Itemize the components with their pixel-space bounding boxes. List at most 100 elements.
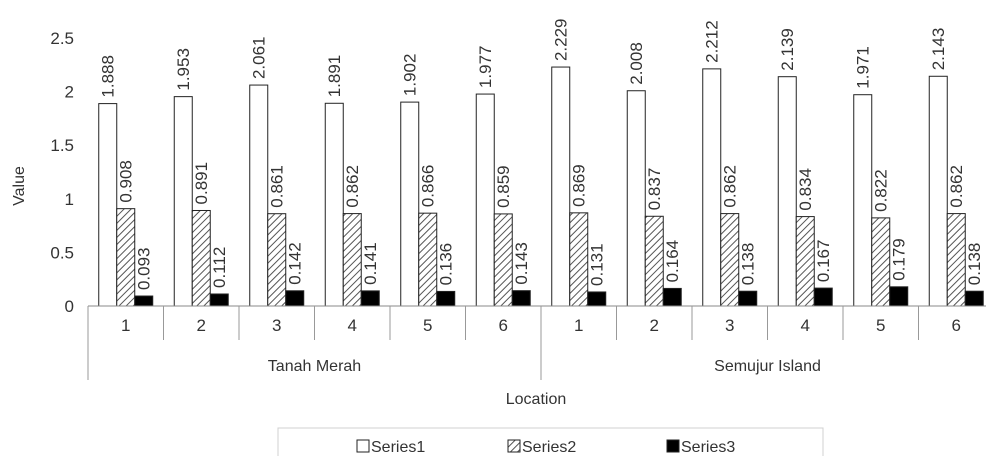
bar-series2 [871,217,891,307]
bar-series3 [587,291,607,307]
bar-series3 [738,290,758,307]
bar-series1 [777,76,797,307]
data-label: 0.164 [663,240,682,283]
y-tick-label: 1 [65,190,74,209]
data-label: 1.977 [476,46,495,89]
bar-series3 [662,287,682,307]
data-label: 0.138 [965,243,984,286]
data-label: 0.179 [890,238,909,281]
data-label: 2.061 [250,37,269,80]
bar-series1 [98,103,118,307]
data-label: 0.866 [419,165,438,208]
x-category-label: 1 [121,316,130,335]
legend-label: Series1 [371,439,425,456]
x-category-label: 1 [574,316,583,335]
bar-series3 [360,290,380,307]
data-label: 0.142 [286,242,305,285]
bar-series3 [813,287,833,307]
data-label: 2.143 [929,28,948,71]
bar-series2 [418,212,438,307]
x-category-label: 4 [801,316,810,335]
y-tick-label: 2 [65,83,74,102]
bars-layer: 1.888 0.908 0.093 1.953 0.891 0.112 2.061 0.861… [98,19,984,307]
data-label: 0.112 [210,247,229,288]
bar-series1 [551,66,571,307]
y-tick-label: 0.5 [50,243,74,262]
data-label: 0.869 [570,164,589,207]
x-category-label: 2 [650,316,659,335]
x-axis: 1 2 3 4 5 6 1 2 3 4 5 6 Tanah Merah Semujur Island [87,305,986,380]
legend: Series1 Series2 Series3 [277,427,824,456]
x-category-label: 5 [423,316,432,335]
legend-label: Series2 [522,439,576,456]
data-label: 0.862 [343,165,362,208]
data-label: 0.891 [192,162,211,205]
data-label: 0.167 [814,240,833,283]
bar-series1 [400,101,420,307]
x-category-label: 5 [876,316,885,335]
bar-series2 [795,216,815,307]
data-label: 1.953 [174,48,193,91]
data-label: 2.008 [627,42,646,85]
y-tick-label: 0 [65,297,74,316]
bar-series1 [626,90,646,307]
data-label: 0.861 [268,165,287,208]
data-label: 0.138 [739,243,758,286]
x-category-label: 6 [952,316,961,335]
bar-series2 [644,215,664,307]
data-label: 0.136 [437,243,456,286]
data-label: 0.908 [117,160,136,203]
bar-series2 [493,213,513,307]
bar-series1 [702,68,722,307]
bar-series3 [285,290,305,307]
bar-series2 [342,213,362,307]
x-category-label: 2 [197,316,206,335]
data-label: 0.862 [947,165,966,208]
bar-series1 [928,75,948,307]
data-label: 1.888 [99,55,118,98]
data-label: 0.859 [494,165,513,208]
data-label: 0.131 [588,243,607,286]
x-axis-title: Location [506,391,567,408]
bar-series3 [209,293,229,307]
data-label: 0.822 [872,169,891,212]
data-label: 0.141 [361,242,380,285]
legend-swatch [356,439,370,453]
data-label: 0.834 [796,168,815,211]
bar-series2 [946,213,966,307]
bar-series3 [134,295,154,307]
data-label: 0.093 [135,247,154,290]
bar-series1 [324,102,344,307]
bar-series2 [116,208,136,307]
bar-series2 [720,213,740,307]
bar-series2 [267,213,287,307]
bar-series3 [511,290,531,307]
data-label: 2.212 [703,20,722,63]
bar-series1 [475,93,495,307]
bar-series3 [889,286,909,307]
data-label: 0.837 [645,168,664,211]
y-tick-label: 1.5 [50,136,74,155]
y-axis-title: Value [11,166,28,206]
x-category-label: 4 [348,316,357,335]
bar-series1 [853,94,873,307]
bar-series2 [191,209,211,307]
x-category-label: 3 [272,316,281,335]
bar-series3 [436,290,456,307]
y-tick-label: 2.5 [50,29,74,48]
data-label: 0.143 [512,242,531,285]
data-label: 2.229 [552,19,571,62]
x-category-label: 3 [725,316,734,335]
data-label: 1.902 [401,54,420,97]
bar-series3 [964,290,984,307]
data-label: 1.891 [325,55,344,98]
legend-label: Series3 [681,439,735,456]
bar-series2 [569,212,589,307]
data-label: 0.862 [721,165,740,208]
x-category-label: 6 [499,316,508,335]
x-group-label: Semujur Island [714,358,821,375]
x-group-label: Tanah Merah [268,358,361,375]
legend-swatch [507,439,521,453]
bar-series1 [249,84,269,307]
